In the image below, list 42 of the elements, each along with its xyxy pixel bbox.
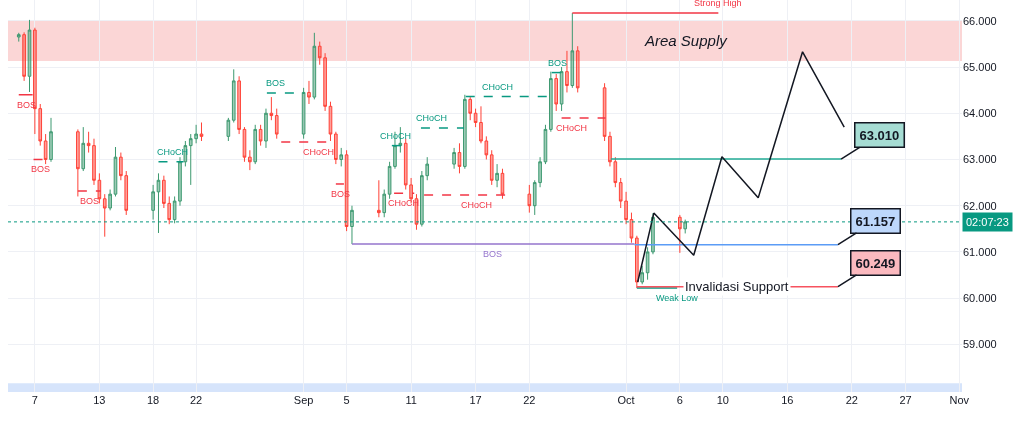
band-label: Area Supply [644, 32, 729, 49]
data-label: 63.010 [859, 127, 900, 143]
annotation: CHoCH [556, 123, 588, 133]
x-tick-label: 10 [716, 394, 729, 406]
y-tick-label: 62.000 [963, 199, 997, 212]
x-tick-label: 22 [523, 394, 536, 406]
annotation: Strong High [694, 0, 742, 8]
x-tick-label: 22 [845, 394, 858, 406]
annotation: BOS [31, 164, 51, 174]
annotation: BOS [483, 249, 503, 259]
x-tick-label: 7 [31, 394, 38, 406]
annotation: CHoCH [482, 82, 514, 92]
x-tick-label: 5 [343, 394, 350, 406]
y-tick-label: 65.000 [963, 60, 997, 73]
annotation: CHoCH [303, 147, 335, 157]
x-tick-label: Oct [617, 394, 635, 406]
x-tick-label: 27 [899, 394, 912, 406]
y-tick-label: 59.000 [963, 338, 997, 351]
x-tick-label: 6 [676, 394, 683, 406]
x-tick-label: 22 [189, 394, 203, 406]
data-label: 60.249 [855, 255, 896, 271]
annotation: BOS [80, 196, 100, 206]
y-tick-label: 66.000 [963, 14, 997, 27]
annotation: CHoCH [461, 200, 493, 210]
y-tick-label: 61.000 [963, 245, 997, 258]
y-tick-label: 60.000 [963, 292, 997, 305]
annotation: BOS [548, 58, 568, 68]
x-tick-label: 13 [93, 394, 106, 406]
annotation: CHoCH [416, 113, 448, 123]
y-tick-label: 63.000 [963, 153, 997, 166]
x-tick-label: 16 [781, 394, 794, 406]
series-label: Invalidasi Support [685, 279, 789, 294]
annotation: BOS [266, 78, 286, 88]
x-tick-label: 18 [146, 394, 160, 406]
y-tick-label: 64.000 [963, 107, 997, 120]
x-tick-label: 11 [405, 394, 417, 406]
x-tick-label: Sep [293, 394, 314, 406]
annotation: Weak Low [656, 293, 699, 303]
data-label: 61.157 [855, 213, 896, 229]
x-tick-label: Nov [949, 394, 970, 406]
annotation: 02:07:23 [966, 216, 1009, 228]
x-tick-label: 17 [469, 394, 482, 406]
